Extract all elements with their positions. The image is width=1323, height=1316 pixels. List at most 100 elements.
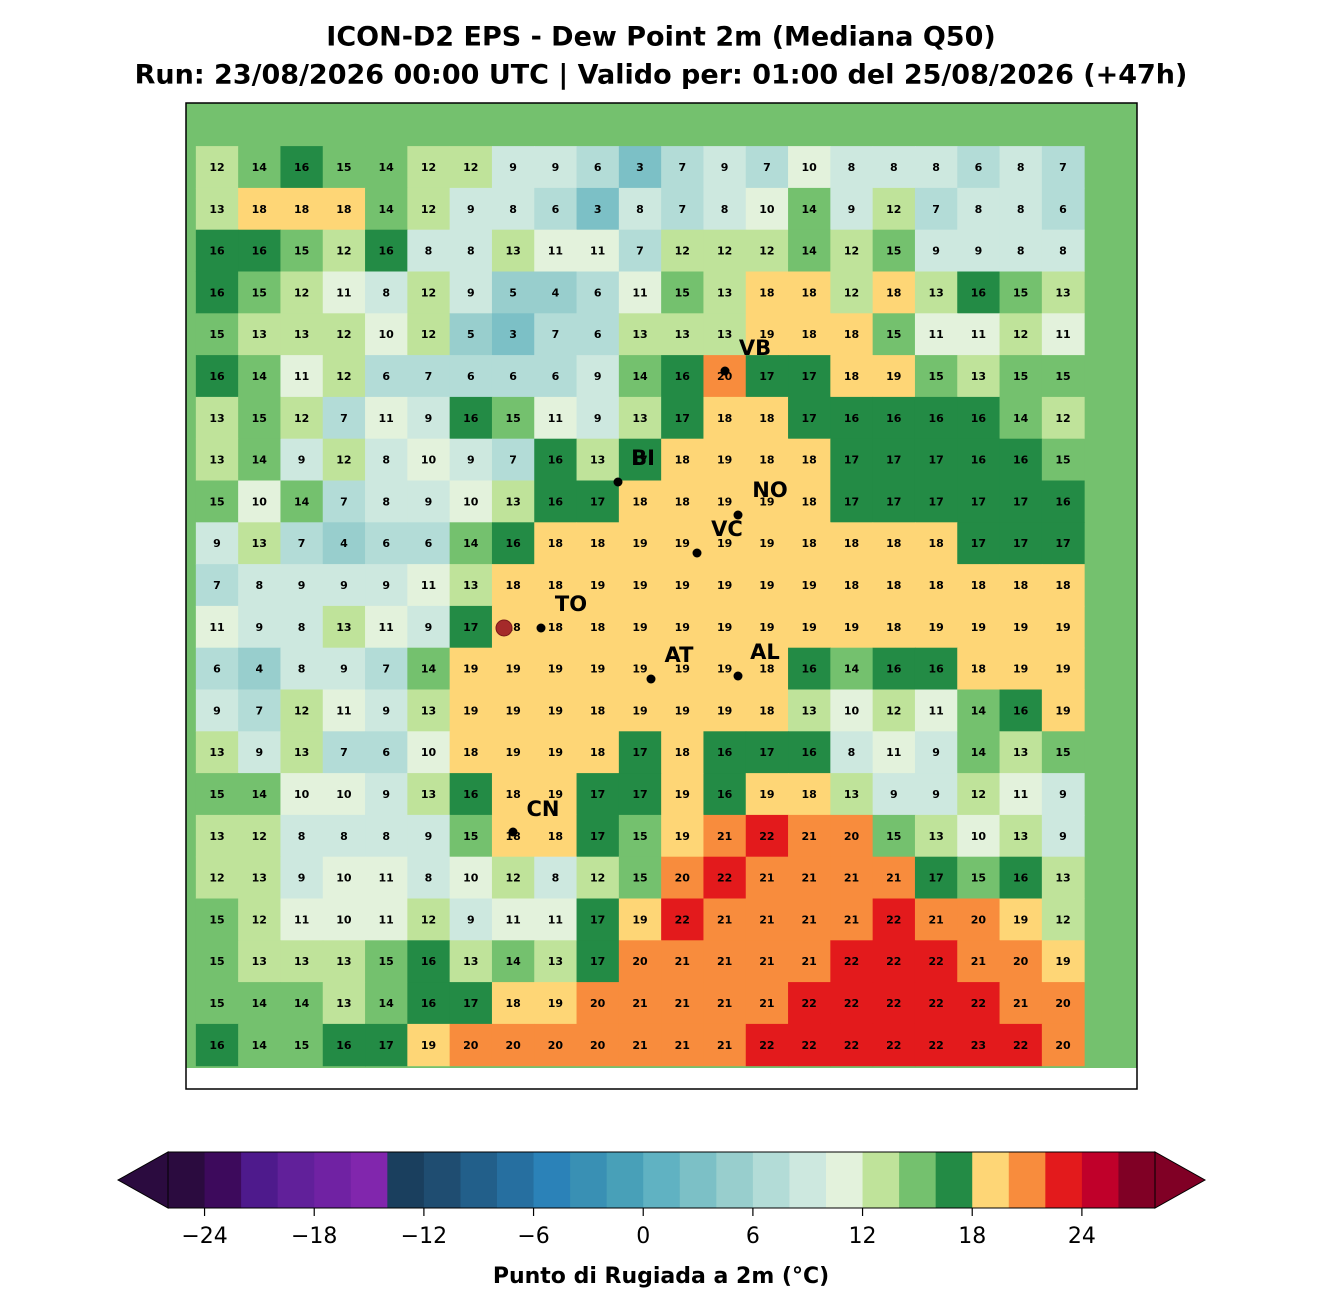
value-cell (703, 940, 747, 983)
value-cell (491, 522, 535, 565)
value-cell (491, 396, 535, 440)
value-cell (830, 522, 874, 565)
marker (495, 619, 513, 637)
value-cell (491, 647, 535, 690)
value-label: 15 (209, 913, 224, 926)
value-cell (449, 271, 493, 314)
value-cell (618, 564, 662, 607)
value-label: 18 (1055, 579, 1070, 592)
value-label: 9 (975, 245, 983, 258)
value-cell (322, 229, 366, 272)
colorbar-tick-label: 6 (746, 1224, 760, 1249)
value-label: 10 (336, 788, 352, 801)
value-cell (365, 689, 408, 732)
value-label: 19 (1013, 621, 1028, 634)
value-label: 20 (1055, 1039, 1071, 1052)
value-label: 11 (379, 412, 394, 425)
value-cell (661, 940, 704, 983)
value-label: 6 (975, 161, 983, 174)
value-label: 11 (928, 328, 943, 341)
value-label: 15 (1055, 746, 1070, 759)
value-label: 22 (844, 997, 859, 1010)
value-label: 16 (252, 245, 268, 258)
value-label: 12 (463, 161, 478, 174)
value-label: 10 (421, 454, 437, 467)
value-label: 11 (886, 746, 901, 759)
value-cell (449, 647, 493, 690)
value-label: 16 (294, 161, 310, 174)
value-label: 13 (209, 830, 224, 843)
city-dot (733, 510, 743, 520)
value-cell (195, 1023, 239, 1067)
value-cell (661, 313, 704, 356)
value-cell (957, 898, 1001, 941)
value-cell (407, 814, 451, 858)
value-cell (957, 229, 1001, 272)
value-cell (618, 647, 662, 690)
value-cell (872, 731, 916, 774)
value-label: 13 (505, 495, 520, 508)
value-cell (618, 1023, 662, 1067)
value-label: 18 (548, 537, 563, 550)
value-label: 19 (632, 704, 647, 717)
value-label: 10 (971, 830, 987, 843)
value-label: 22 (844, 1039, 859, 1052)
value-label: 15 (928, 370, 943, 383)
value-label: 18 (802, 788, 817, 801)
value-label: 9 (213, 537, 221, 550)
value-label: 22 (1013, 1039, 1028, 1052)
value-label: 22 (717, 872, 732, 885)
value-cell (576, 229, 620, 272)
value-cell (745, 438, 789, 481)
value-cell (999, 438, 1043, 481)
value-label: 20 (1055, 997, 1071, 1010)
colorbar-segment (752, 1152, 790, 1208)
value-cell (1041, 773, 1085, 816)
value-cell (745, 229, 789, 272)
value-label: 19 (717, 663, 732, 676)
value-cell (365, 564, 408, 607)
value-label: 12 (1055, 412, 1070, 425)
value-cell (830, 271, 874, 314)
value-cell (745, 773, 789, 816)
value-label: 18 (717, 412, 732, 425)
value-label: 18 (759, 663, 774, 676)
value-cell (914, 480, 958, 523)
value-cell (365, 814, 408, 858)
value-label: 5 (467, 328, 475, 341)
value-cell (534, 773, 578, 816)
value-label: 7 (552, 328, 560, 341)
value-label: 14 (294, 997, 310, 1010)
value-label: 8 (975, 203, 983, 216)
value-label: 20 (844, 830, 860, 843)
value-cell (872, 522, 916, 565)
value-cell (238, 355, 281, 398)
colorbar-tick-label: 0 (636, 1224, 650, 1249)
value-label: 17 (590, 913, 605, 926)
value-label: 4 (340, 537, 348, 550)
value-cell (280, 396, 324, 440)
value-label: 14 (971, 704, 987, 717)
value-label: 18 (590, 621, 605, 634)
value-cell (195, 480, 239, 523)
value-label: 10 (802, 161, 818, 174)
value-label: 19 (505, 663, 520, 676)
value-cell (957, 396, 1001, 440)
value-cell (322, 898, 366, 941)
value-label: 19 (1013, 913, 1028, 926)
value-cell (322, 480, 366, 523)
value-cell (449, 773, 493, 816)
colorbar-segment (643, 1152, 681, 1208)
value-cell (957, 564, 1001, 607)
value-cell (534, 480, 578, 523)
value-label: 19 (632, 579, 647, 592)
value-cell (999, 146, 1043, 189)
value-cell (957, 313, 1001, 356)
value-label: 11 (1013, 788, 1028, 801)
value-cell (576, 773, 620, 816)
value-label: 20 (632, 955, 648, 968)
value-cell (788, 647, 831, 690)
city-label: AL (750, 640, 780, 664)
value-label: 15 (209, 997, 224, 1010)
